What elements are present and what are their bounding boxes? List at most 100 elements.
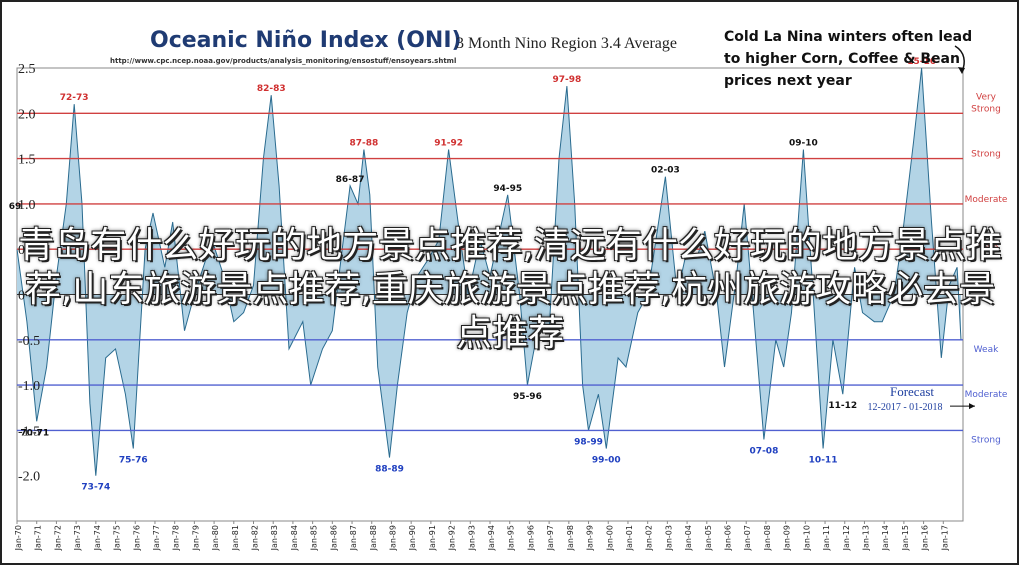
x-tick-label: Jan-71	[34, 525, 43, 551]
source-url: http://www.cpc.ncep.noaa.gov/products/an…	[110, 57, 457, 65]
x-tick-label: Jan-11	[822, 525, 831, 551]
peak-label: 88-89	[375, 465, 404, 475]
oni-line	[16, 67, 962, 476]
x-tick-label: Jan-17	[940, 525, 949, 551]
peak-label: 82-83	[257, 84, 286, 94]
x-tick-label: Jan-81	[231, 525, 240, 551]
forecast-arrowhead	[969, 403, 975, 410]
threshold-label: Very	[976, 92, 997, 102]
x-tick-label: Jan-92	[448, 525, 457, 551]
x-tick-label: Jan-83	[270, 525, 279, 551]
x-tick-label: Jan-06	[724, 525, 733, 551]
x-tick-label: Jan-82	[251, 525, 260, 551]
x-tick-label: Jan-07	[743, 525, 752, 551]
peak-label: 75-76	[119, 456, 148, 466]
chart-title: Oceanic Niño Index (ONI)	[150, 28, 462, 53]
x-tick-label: Jan-84	[290, 525, 299, 551]
peak-label: 10-11	[809, 456, 838, 466]
peak-label: 72-73	[60, 93, 89, 103]
peak-label: 02-03	[651, 166, 680, 176]
x-tick-label: Jan-16	[921, 525, 930, 551]
x-tick-label: Jan-04	[684, 525, 693, 551]
x-tick-label: Jan-03	[664, 525, 673, 551]
x-tick-label: Jan-94	[487, 525, 496, 551]
forecast-range: 12-2017 - 01-2018	[868, 402, 943, 413]
threshold-label: Strong	[971, 435, 1001, 445]
threshold-label: Weak	[974, 345, 999, 355]
x-tick-label: Jan-73	[73, 525, 82, 551]
x-tick-label: Jan-13	[861, 525, 870, 551]
x-tick-label: Jan-99	[586, 525, 595, 551]
x-tick-label: Jan-75	[113, 525, 122, 551]
peak-label: 73-74	[81, 483, 110, 493]
x-tick-label: Jan-96	[526, 525, 535, 551]
x-tick-label: Jan-97	[546, 525, 555, 551]
threshold-label: Strong	[971, 104, 1001, 114]
peak-label: 07-08	[750, 446, 779, 456]
threshold-label: Moderate	[965, 390, 1008, 400]
threshold-label: Weak	[974, 240, 999, 250]
peak-label: 87-88	[349, 139, 378, 149]
x-tick-label: Jan-72	[53, 525, 62, 551]
peak-label: 91-92	[434, 139, 463, 149]
x-tick-label: Jan-86	[329, 525, 338, 551]
y-tick-label: -1.5	[18, 424, 40, 439]
y-tick-label: 2.5	[18, 62, 36, 77]
x-tick-label: Jan-05	[704, 525, 713, 551]
x-tick-label: Jan-09	[783, 525, 792, 551]
x-tick-label: Jan-01	[625, 525, 634, 551]
peak-label: 09-10	[789, 139, 818, 149]
x-tick-label: Jan-93	[467, 525, 476, 551]
peak-label: 86-87	[336, 175, 365, 185]
threshold-label: Moderate	[965, 195, 1008, 205]
annotation-note: Cold La Nina winters often lead to highe…	[724, 29, 973, 89]
y-tick-label: 1.5	[18, 153, 36, 168]
x-tick-label: Jan-12	[842, 525, 851, 551]
peak-label: 95-96	[513, 392, 542, 402]
x-tick-label: Jan-70	[14, 525, 23, 551]
peak-label: 69	[9, 202, 22, 212]
x-tick-label: Jan-88	[369, 525, 378, 551]
x-tick-label: Jan-90	[408, 525, 417, 551]
x-tick-label: Jan-89	[388, 525, 397, 551]
threshold-label: Strong	[971, 150, 1001, 160]
x-tick-label: Jan-14	[881, 525, 890, 551]
x-tick-label: Jan-98	[566, 525, 575, 551]
x-tick-label: Jan-80	[211, 525, 220, 551]
y-tick-label: 0	[18, 289, 25, 304]
x-tick-label: Jan-08	[763, 525, 772, 551]
x-tick-label: Jan-76	[132, 525, 141, 551]
note-arrowhead	[958, 67, 965, 74]
peak-label: 99-00	[592, 456, 621, 466]
x-tick-label: Jan-91	[428, 525, 437, 551]
x-tick-label: Jan-85	[310, 525, 319, 551]
x-tick-label: Jan-02	[645, 525, 654, 551]
peak-label: 70-71	[20, 428, 49, 438]
y-tick-label: 1.0	[18, 198, 36, 213]
x-tick-label: Jan-15	[901, 525, 910, 551]
peak-label: 97-98	[552, 75, 581, 85]
peak-label: 98-99	[574, 437, 603, 447]
y-tick-label: 0.5	[18, 243, 36, 258]
y-tick-label: -0.5	[18, 334, 40, 349]
y-tick-label: -2.0	[18, 470, 40, 485]
overlay-caption: 青岛有什么好玩的地方景点推荐,清远有什么好玩的地方景点推荐,山东旅游景点推荐,重…	[18, 225, 1002, 354]
x-tick-label: Jan-95	[507, 525, 516, 551]
peak-label: 11-12	[828, 401, 857, 411]
x-tick-label: Jan-77	[152, 525, 161, 551]
x-tick-label: Jan-74	[93, 525, 102, 551]
x-tick-label: Jan-78	[172, 525, 181, 551]
x-tick-label: Jan-79	[191, 525, 200, 551]
forecast-label: Forecast	[890, 384, 934, 399]
y-tick-label: 2.0	[18, 107, 36, 122]
peak-label: 15-16	[907, 57, 936, 67]
y-tick-label: -1.0	[18, 379, 40, 394]
x-tick-label: Jan-87	[349, 525, 358, 551]
oni-area	[17, 68, 962, 476]
x-tick-label: Jan-10	[802, 525, 811, 551]
peak-label: 94-95	[493, 184, 522, 194]
x-tick-label: Jan-00	[605, 525, 614, 551]
